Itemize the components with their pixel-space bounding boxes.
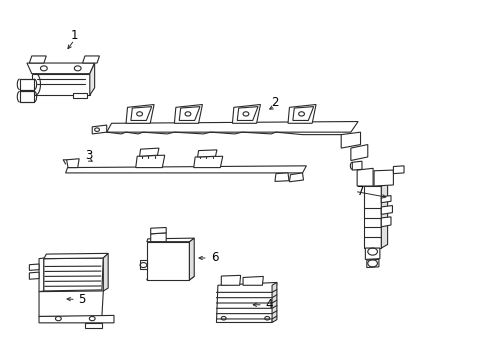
- Polygon shape: [85, 323, 102, 328]
- Polygon shape: [381, 195, 390, 203]
- Text: 5: 5: [78, 293, 85, 306]
- Polygon shape: [356, 168, 372, 186]
- Polygon shape: [66, 159, 79, 168]
- Polygon shape: [381, 217, 390, 227]
- Polygon shape: [150, 228, 166, 234]
- Polygon shape: [139, 148, 159, 156]
- Polygon shape: [131, 107, 151, 121]
- Polygon shape: [350, 145, 367, 161]
- Polygon shape: [351, 161, 361, 170]
- Polygon shape: [197, 150, 217, 157]
- Polygon shape: [341, 132, 360, 148]
- Polygon shape: [237, 107, 258, 121]
- Polygon shape: [221, 275, 240, 285]
- Polygon shape: [365, 248, 379, 260]
- Polygon shape: [174, 104, 202, 123]
- Polygon shape: [29, 272, 39, 279]
- Polygon shape: [146, 238, 194, 242]
- Polygon shape: [136, 155, 164, 168]
- Text: 4: 4: [264, 298, 272, 311]
- Polygon shape: [29, 264, 39, 270]
- Polygon shape: [44, 258, 103, 291]
- Polygon shape: [364, 186, 381, 248]
- Polygon shape: [232, 104, 260, 123]
- Polygon shape: [44, 253, 108, 259]
- Polygon shape: [243, 276, 263, 285]
- Polygon shape: [373, 170, 393, 186]
- Polygon shape: [39, 291, 103, 316]
- Polygon shape: [20, 91, 34, 102]
- Polygon shape: [27, 63, 95, 74]
- Polygon shape: [381, 184, 387, 248]
- Polygon shape: [103, 253, 108, 291]
- Polygon shape: [179, 107, 200, 121]
- Polygon shape: [126, 104, 154, 123]
- Polygon shape: [287, 104, 315, 123]
- Polygon shape: [150, 233, 166, 242]
- Polygon shape: [106, 122, 357, 132]
- Polygon shape: [65, 166, 306, 173]
- Text: 6: 6: [210, 252, 218, 265]
- Text: 3: 3: [85, 149, 92, 162]
- Polygon shape: [189, 238, 194, 280]
- Polygon shape: [139, 260, 146, 269]
- Polygon shape: [292, 107, 313, 121]
- Polygon shape: [271, 283, 276, 323]
- Polygon shape: [193, 156, 223, 168]
- Polygon shape: [289, 173, 303, 182]
- Polygon shape: [366, 260, 378, 267]
- Polygon shape: [73, 93, 87, 99]
- Text: 1: 1: [70, 29, 78, 42]
- Polygon shape: [146, 242, 189, 280]
- Polygon shape: [146, 276, 194, 280]
- Text: 7: 7: [356, 185, 364, 198]
- Polygon shape: [20, 79, 34, 90]
- Polygon shape: [381, 206, 392, 215]
- Polygon shape: [90, 63, 95, 95]
- Polygon shape: [393, 166, 403, 174]
- Text: 2: 2: [271, 95, 278, 108]
- Polygon shape: [29, 56, 46, 63]
- Polygon shape: [216, 283, 276, 323]
- Polygon shape: [39, 258, 44, 292]
- Polygon shape: [39, 315, 114, 323]
- Polygon shape: [92, 125, 106, 134]
- Polygon shape: [274, 173, 288, 181]
- Polygon shape: [82, 56, 99, 63]
- Polygon shape: [32, 74, 90, 95]
